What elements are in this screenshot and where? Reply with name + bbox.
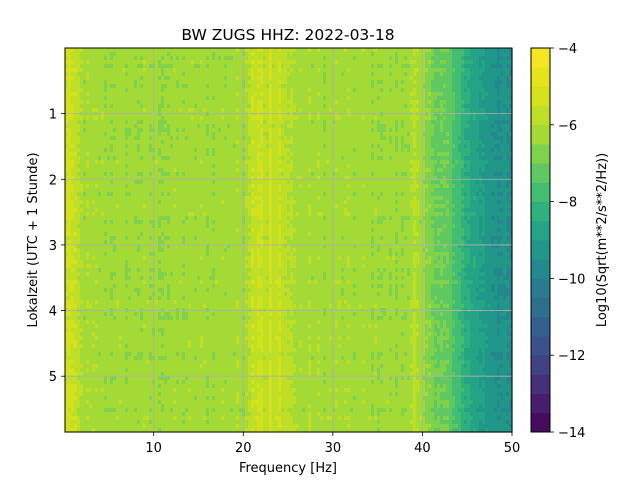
spectrogram-heatmap (65, 48, 513, 433)
chart-title: BW ZUGS HHZ: 2022-03-18 (181, 26, 394, 44)
